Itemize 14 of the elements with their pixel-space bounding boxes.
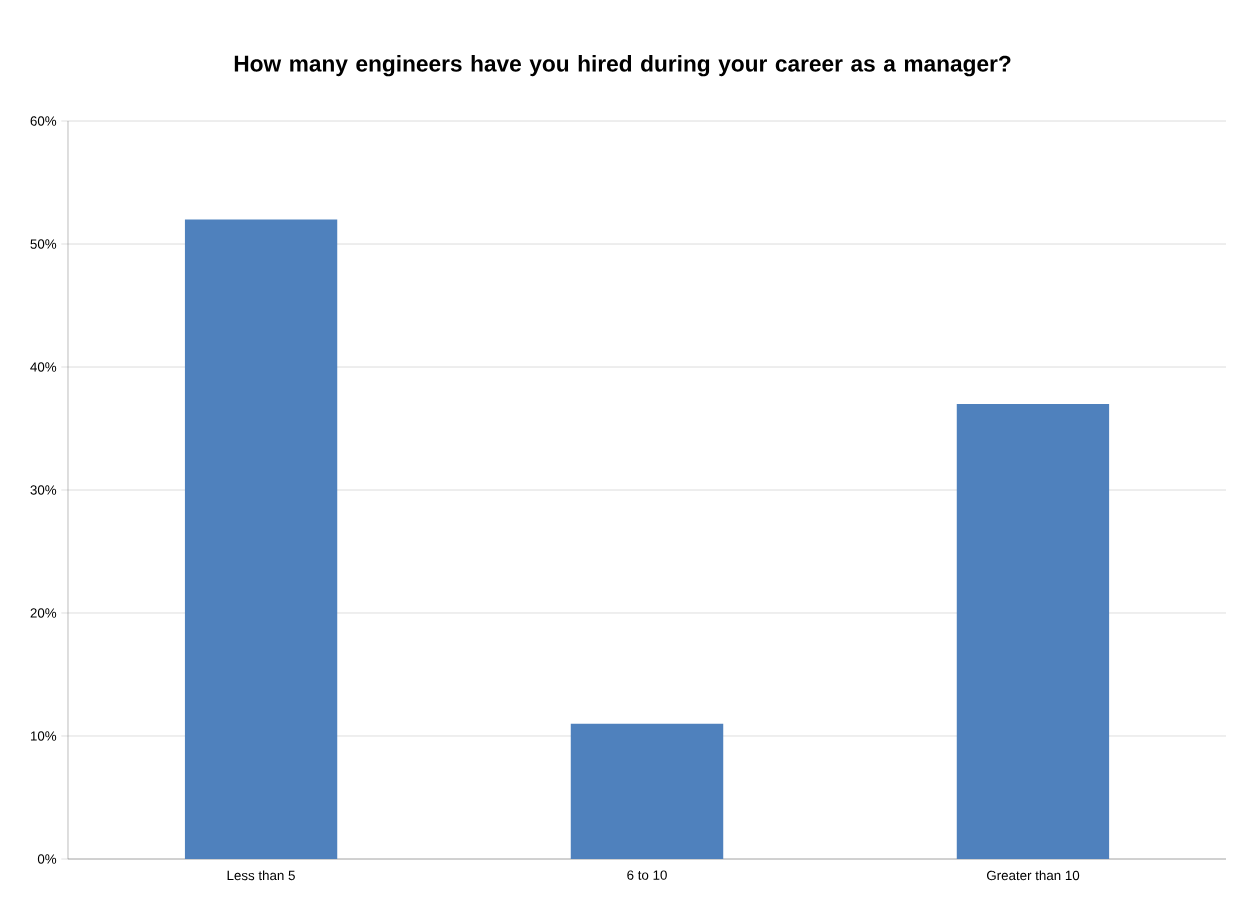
x-tick-label: 6 to 10 xyxy=(627,870,667,880)
bar xyxy=(570,723,724,859)
chart-title: How many engineers have you hired during your career as a manager? xyxy=(234,55,1011,77)
bar xyxy=(956,403,1110,859)
y-tick-label: 60% xyxy=(30,116,57,126)
y-tick-label: 0% xyxy=(37,854,57,864)
y-tick-label: 20% xyxy=(30,608,57,618)
y-tick-label: 50% xyxy=(30,239,57,249)
y-tick-label: 10% xyxy=(30,731,57,741)
bar xyxy=(184,219,338,859)
y-tick-label: 30% xyxy=(30,485,57,495)
x-tick-label: Less than 5 xyxy=(227,870,295,881)
y-tick-label: 40% xyxy=(30,362,57,372)
x-tick-label: Greater than 10 xyxy=(986,870,1080,881)
